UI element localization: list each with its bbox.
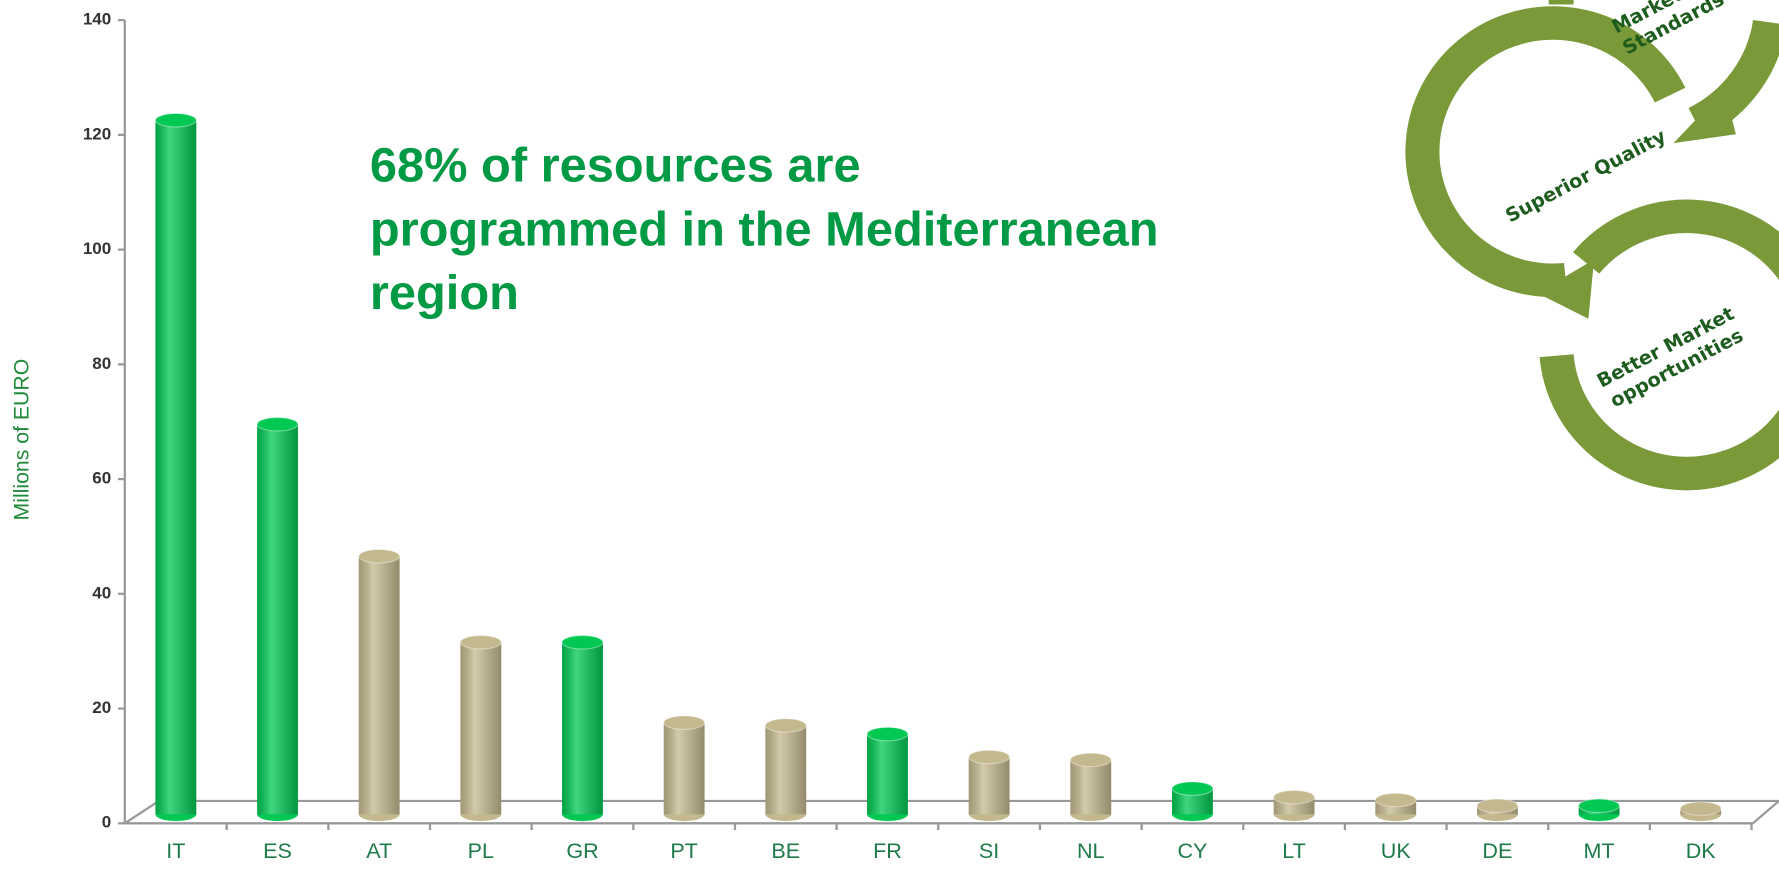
bar — [866, 726, 909, 822]
arrow-arc — [1405, 6, 1686, 298]
bar-shade — [1070, 759, 1112, 815]
annotation: 68% of resources are — [370, 139, 861, 193]
bar-top — [968, 749, 1011, 765]
annotation: region — [370, 266, 519, 320]
bar-top — [1679, 801, 1722, 816]
bar-top — [358, 548, 401, 564]
bar-top — [256, 416, 299, 432]
bar — [764, 718, 807, 822]
bar — [1273, 789, 1316, 822]
x-tick-label: DE — [1482, 839, 1512, 863]
x-tick-label: NL — [1077, 839, 1105, 863]
arrow-arc — [1539, 199, 1779, 491]
bar — [561, 634, 604, 822]
y-tick-label: 20 — [92, 698, 111, 717]
y-tick-label: 100 — [83, 239, 111, 258]
bar — [1476, 798, 1519, 822]
bar-top — [663, 715, 706, 730]
x-tick-label: PL — [468, 839, 494, 863]
bar — [1578, 798, 1621, 822]
bar-shade — [562, 642, 603, 815]
x-tick-label: DK — [1686, 839, 1717, 863]
bar — [358, 548, 401, 822]
bar — [1171, 781, 1214, 822]
arrow-head — [1537, 259, 1595, 319]
x-tick-label: GR — [566, 839, 598, 863]
bar-shade — [155, 120, 197, 815]
bar-top — [1374, 792, 1417, 808]
arrow-head — [1673, 89, 1736, 144]
bar-top — [1171, 781, 1214, 796]
y-tick-label: 0 — [102, 813, 111, 832]
x-tick-label: AT — [366, 839, 392, 863]
bar-shade — [358, 556, 400, 815]
bar-top — [561, 634, 604, 650]
bar-top — [154, 112, 197, 128]
x-tick-label: FR — [873, 839, 902, 863]
bar-shade — [867, 734, 908, 815]
bar-top — [1273, 789, 1316, 805]
bar-top — [1069, 752, 1112, 768]
bar-top — [459, 634, 502, 650]
annotation: programmed in the Mediterranean — [370, 203, 1159, 257]
bar-top — [764, 718, 807, 733]
y-tick-label: 60 — [92, 469, 111, 488]
bar — [459, 634, 502, 822]
bar — [256, 416, 299, 822]
square — [1548, 0, 1574, 5]
x-tick-label: LT — [1282, 839, 1306, 863]
bar — [1679, 801, 1722, 822]
bar-top — [1476, 798, 1519, 814]
x-tick-label: CY — [1177, 839, 1207, 863]
bar-top — [1578, 798, 1621, 814]
y-tick-label: 80 — [92, 354, 111, 373]
bar — [968, 749, 1011, 822]
bar — [154, 112, 197, 822]
y-axis-label: Millions of EURO — [9, 359, 33, 521]
y-tick-label: 120 — [83, 124, 111, 143]
bar-top — [866, 726, 909, 742]
x-tick-label: MT — [1584, 839, 1615, 863]
bar-shade — [663, 722, 705, 815]
x-tick-label: ES — [263, 839, 292, 863]
bar-shade — [460, 642, 502, 815]
bar-shade — [968, 756, 1010, 815]
x-tick-label: BE — [771, 839, 800, 863]
y-tick-label: 140 — [83, 10, 111, 29]
x-tick-label: PT — [670, 839, 698, 863]
bar — [1374, 792, 1417, 822]
x-tick-label: IT — [166, 839, 185, 863]
x-tick-label: SI — [979, 839, 999, 863]
x-tick-label: UK — [1381, 839, 1412, 863]
cycle-diagram — [1405, 0, 1779, 491]
bar — [663, 715, 706, 822]
y-tick-label: 40 — [92, 583, 111, 602]
bar — [1069, 752, 1112, 822]
bar-shade — [765, 725, 807, 815]
bar-shade — [257, 424, 298, 815]
